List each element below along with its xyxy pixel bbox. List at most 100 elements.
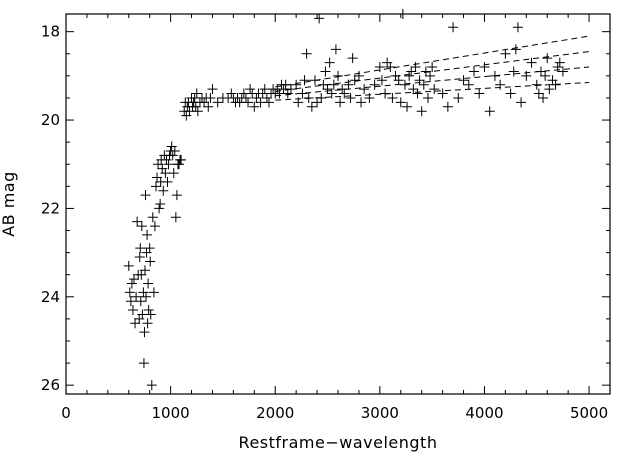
- data-point: [162, 176, 173, 187]
- data-point: [136, 221, 147, 232]
- data-point: [140, 190, 151, 201]
- data-point: [512, 22, 523, 33]
- data-point: [469, 66, 479, 77]
- data-point: [124, 287, 135, 298]
- data-point: [203, 101, 214, 112]
- data-point: [406, 66, 417, 77]
- data-point: [380, 88, 391, 99]
- data-point: [142, 318, 153, 329]
- data-point: [542, 53, 553, 64]
- data-point: [369, 79, 380, 90]
- data-point: [540, 70, 551, 81]
- data-point: [552, 62, 563, 73]
- data-point: [402, 101, 413, 112]
- data-point: [495, 79, 506, 90]
- data-point: [463, 79, 474, 90]
- data-point: [249, 101, 260, 112]
- data-point: [500, 48, 511, 59]
- data-point: [291, 79, 302, 90]
- data-point: [163, 159, 174, 170]
- data-point: [303, 92, 314, 103]
- y-tick-label: 24: [41, 288, 60, 306]
- data-point: [412, 88, 423, 99]
- data-point: [125, 296, 136, 307]
- data-point: [489, 70, 500, 81]
- data-point: [326, 88, 337, 99]
- data-point: [312, 97, 323, 108]
- data-point: [146, 380, 157, 391]
- data-point: [149, 221, 160, 232]
- data-point: [508, 66, 519, 77]
- data-point: [404, 70, 415, 81]
- data-point: [318, 79, 329, 90]
- data-point: [205, 92, 216, 103]
- data-point: [245, 84, 256, 95]
- data-point: [130, 318, 141, 329]
- data-point: [314, 13, 325, 24]
- data-point: [285, 84, 296, 95]
- data-point: [510, 44, 521, 55]
- data-point: [339, 88, 350, 99]
- data-point: [123, 260, 134, 271]
- data-point: [297, 88, 308, 99]
- axis-ticks: [65, 14, 611, 394]
- data-point: [429, 84, 440, 95]
- data-point: [280, 79, 291, 90]
- data-point: [148, 287, 159, 298]
- x-tick-label: 2000: [256, 404, 294, 422]
- data-point: [387, 92, 398, 103]
- tick-labels: 0 1000 2000 3000 4000 5000 18 20 22 24 26: [41, 23, 608, 422]
- data-point: [167, 150, 178, 161]
- data-point: [139, 265, 150, 276]
- data-point: [322, 84, 333, 95]
- x-tick-label: 5000: [570, 404, 608, 422]
- data-point: [414, 75, 425, 86]
- data-point: [154, 203, 165, 214]
- data-point: [349, 75, 360, 86]
- data-point: [142, 229, 153, 240]
- data-point: [347, 53, 358, 64]
- data-point: [448, 22, 459, 33]
- data-point: [531, 79, 542, 90]
- data-point: [316, 92, 327, 103]
- data-point: [131, 291, 142, 302]
- data-point: [324, 57, 335, 68]
- data-point: [126, 278, 137, 289]
- data-point: [170, 212, 181, 223]
- data-point: [127, 305, 138, 316]
- data-point: [420, 66, 431, 77]
- data-point: [261, 92, 272, 103]
- data-point: [147, 212, 158, 223]
- data-point: [135, 296, 146, 307]
- data-point: [234, 97, 245, 108]
- data-point: [160, 168, 171, 179]
- data-point: [173, 159, 184, 170]
- data-point: [150, 181, 161, 192]
- data-point: [526, 57, 537, 68]
- data-point: [408, 84, 419, 95]
- data-point: [306, 101, 317, 112]
- x-tick-label: 3000: [361, 404, 399, 422]
- data-point: [397, 9, 408, 19]
- data-point: [516, 97, 527, 108]
- data-point: [399, 79, 410, 90]
- data-point: [418, 79, 429, 90]
- data-point: [458, 75, 469, 86]
- data-point: [145, 309, 156, 320]
- data-point: [293, 97, 304, 108]
- data-point: [395, 97, 406, 108]
- data-point: [158, 185, 169, 196]
- data-point: [243, 97, 254, 108]
- data-point: [521, 70, 532, 81]
- y-tick-label: 22: [41, 199, 60, 217]
- y-tick-label: 20: [41, 111, 60, 129]
- data-point: [263, 97, 274, 108]
- data-point: [138, 287, 149, 298]
- data-point: [505, 88, 516, 99]
- data-point: [143, 278, 154, 289]
- x-axis-label: Restframe−wavelength: [239, 433, 438, 452]
- data-point: [410, 62, 421, 73]
- data-point: [416, 106, 427, 117]
- x-tick-label: 4000: [465, 404, 503, 422]
- data-point: [251, 92, 262, 103]
